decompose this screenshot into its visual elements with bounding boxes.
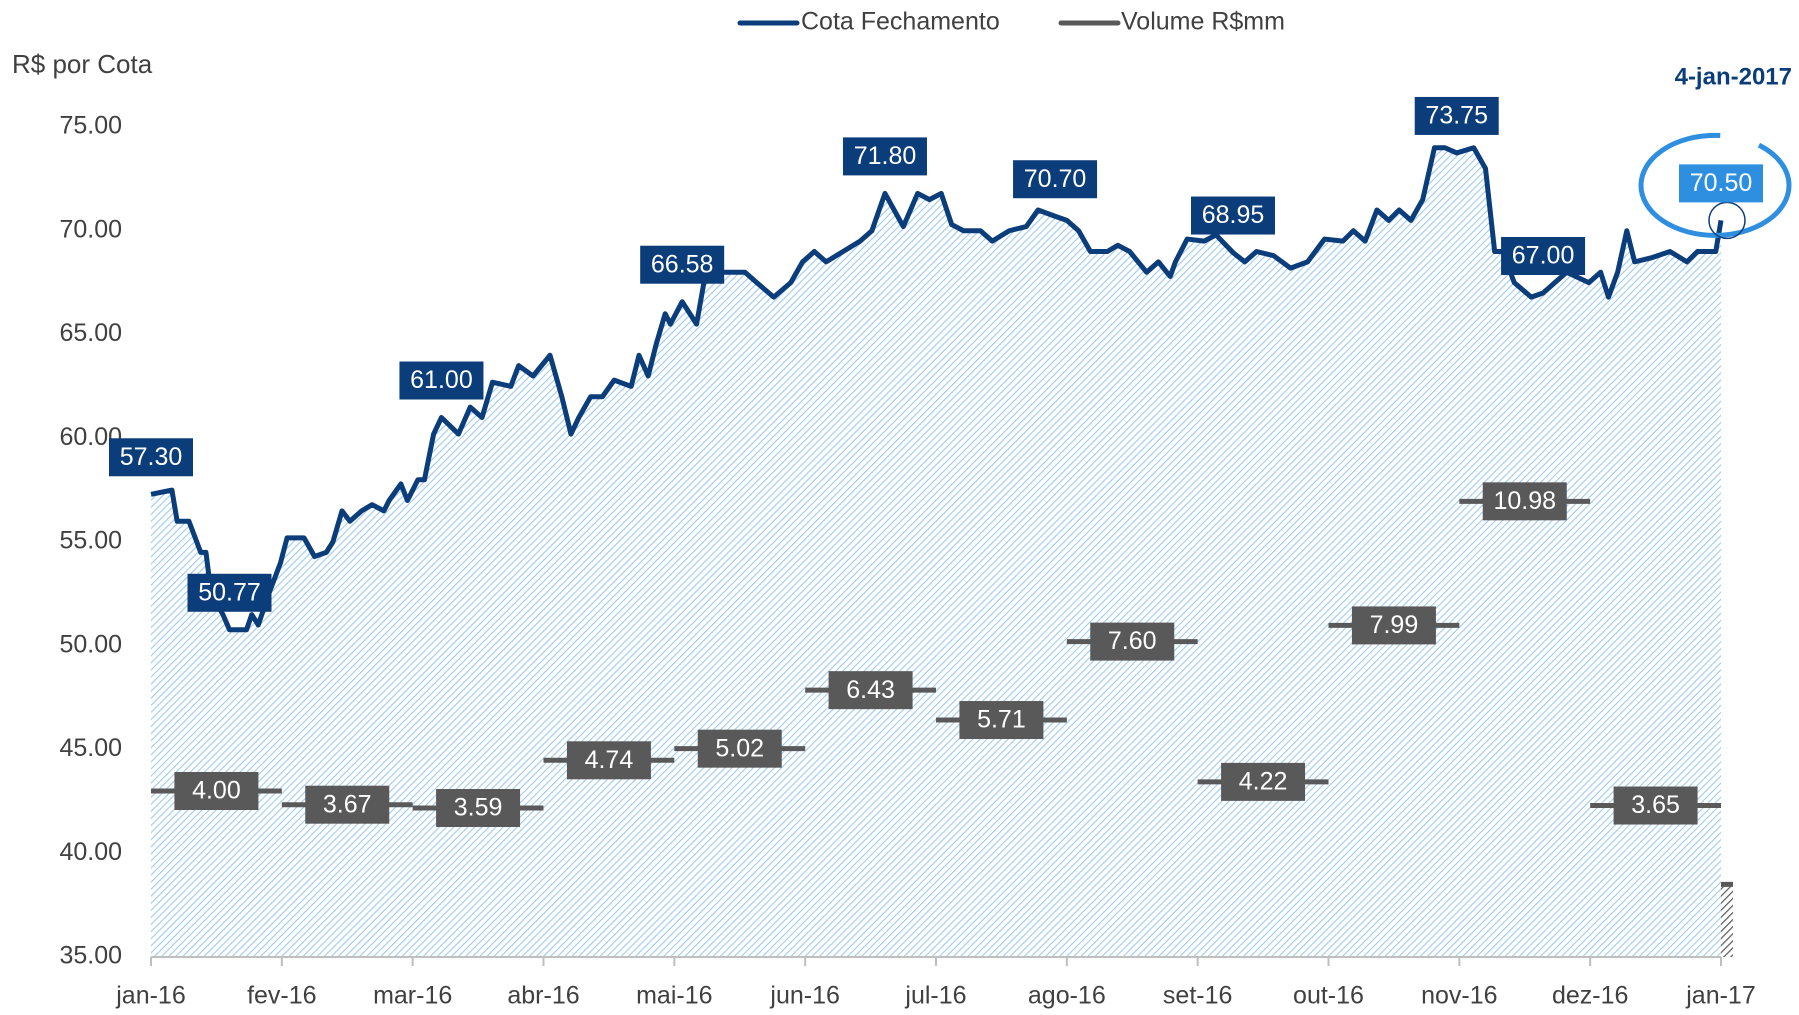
data-label: 4.22	[1239, 767, 1288, 795]
data-label: 6.43	[846, 676, 895, 704]
x-tick-label: out-16	[1293, 982, 1364, 1010]
x-tick-label: jun-16	[769, 982, 840, 1010]
volume-area	[1721, 884, 1733, 957]
x-tick-label: nov-16	[1421, 982, 1497, 1010]
data-label-box	[399, 361, 484, 400]
data-label-box	[828, 671, 913, 710]
data-label: 3.67	[323, 790, 372, 818]
x-tick-label: dez-16	[1552, 982, 1628, 1010]
data-label: 7.99	[1370, 611, 1419, 639]
data-label-box	[187, 573, 272, 612]
y-tick-label: 75.00	[59, 112, 122, 140]
x-tick-label: fev-16	[247, 982, 316, 1010]
y-tick-label: 40.00	[59, 838, 122, 866]
data-label: 57.30	[120, 443, 183, 471]
data-label: 5.02	[715, 734, 764, 762]
data-label: 70.50	[1690, 169, 1753, 197]
y-tick-label: 35.00	[59, 942, 122, 970]
data-label: 73.75	[1425, 102, 1488, 130]
y-axis-title: R$ por Cota	[12, 49, 153, 79]
data-label-box	[697, 729, 782, 768]
data-label-box	[1221, 762, 1306, 801]
x-tick-label: jan-16	[115, 982, 186, 1010]
highlight-ring	[1638, 132, 1792, 238]
data-label-box	[436, 789, 521, 828]
data-label-box	[1414, 96, 1499, 135]
data-label-box	[305, 785, 390, 824]
data-label: 66.58	[651, 250, 714, 278]
data-label: 4.00	[192, 777, 241, 805]
data-label-box	[1501, 237, 1586, 275]
data-label-box	[640, 245, 725, 284]
data-label-box	[1613, 786, 1698, 825]
data-label-box	[1190, 196, 1275, 235]
data-label: 68.95	[1202, 201, 1265, 229]
data-label: 70.70	[1024, 165, 1087, 193]
y-tick-label: 55.00	[59, 527, 122, 555]
x-tick-label: mai-16	[636, 982, 712, 1010]
data-label: 50.77	[198, 578, 261, 606]
data-label: 3.59	[454, 794, 503, 822]
legend-label: Volume R$mm	[1121, 8, 1285, 36]
data-label: 7.60	[1108, 627, 1157, 655]
line	[150, 145, 1724, 633]
y-tick-label: 45.00	[59, 734, 122, 762]
x-tick-label: abr-16	[507, 982, 579, 1010]
data-label: 71.80	[854, 142, 917, 170]
x-tick-label: ago-16	[1028, 982, 1106, 1010]
data-label-box	[109, 438, 193, 477]
data-label-box	[566, 741, 651, 780]
annotation: 4-jan-2017	[1675, 63, 1792, 90]
data-label-box	[842, 137, 927, 176]
line-area	[151, 147, 1721, 957]
data-label: 61.00	[410, 366, 473, 394]
data-label: 3.65	[1631, 791, 1680, 819]
x-tick-label: jan-17	[1685, 982, 1756, 1010]
data-label-box	[1013, 160, 1098, 199]
y-tick-label: 50.00	[59, 630, 122, 658]
data-label: 5.71	[977, 706, 1026, 734]
data-label-box	[174, 772, 259, 810]
legend-label: Cota Fechamento	[801, 8, 1000, 36]
data-label: 4.74	[585, 746, 634, 774]
x-tick-label: mar-16	[373, 982, 452, 1010]
data-label-box	[1482, 482, 1567, 521]
y-tick-label: 65.00	[59, 319, 122, 347]
data-label-box	[1351, 606, 1436, 645]
data-label: 10.98	[1493, 487, 1556, 515]
data-label-box	[1090, 622, 1175, 661]
data-label-box	[1679, 164, 1763, 203]
x-tick-label: set-16	[1163, 982, 1232, 1010]
x-tick-label: jul-16	[904, 982, 966, 1010]
data-label: 67.00	[1512, 242, 1575, 270]
y-tick-label: 70.00	[59, 215, 122, 243]
data-label-box	[959, 701, 1044, 740]
